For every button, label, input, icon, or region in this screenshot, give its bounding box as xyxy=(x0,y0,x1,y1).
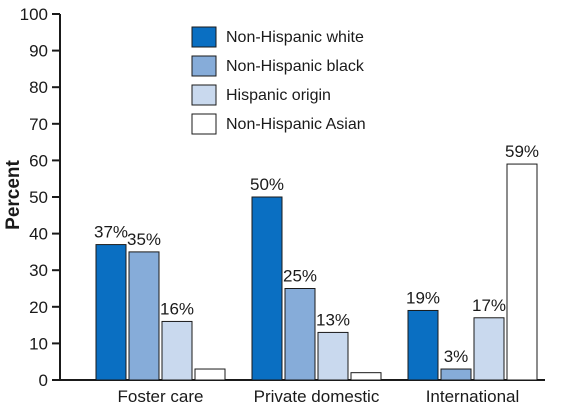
bar-international-non-hispanic-white xyxy=(407,309,439,381)
y-tick-label-80: 80 xyxy=(29,78,48,97)
data-label-private-domestic-non-hispanic-white: 50% xyxy=(250,175,284,194)
bar-foster-care-non-hispanic-asian xyxy=(194,368,226,381)
bar-foster-care-non-hispanic-white xyxy=(95,244,127,381)
y-tick-label-20: 20 xyxy=(29,298,48,317)
bar-international-non-hispanic-asian xyxy=(506,163,538,381)
bar-private-domestic-hispanic-origin xyxy=(317,331,349,381)
bar-international-hispanic-origin xyxy=(473,317,505,381)
y-tick-label-70: 70 xyxy=(29,115,48,134)
bar-foster-care-non-hispanic-black xyxy=(128,251,160,381)
legend-swatch-hispanic-origin xyxy=(191,84,217,106)
bar-private-domestic-non-hispanic-white xyxy=(251,196,283,381)
x-tick-label-private-domestic: Private domestic xyxy=(254,387,380,406)
y-tick-label-90: 90 xyxy=(29,42,48,61)
data-label-foster-care-non-hispanic-black: 35% xyxy=(127,230,161,249)
bar-international-non-hispanic-black xyxy=(440,368,472,381)
legend-label-non-hispanic-white: Non-Hispanic white xyxy=(226,29,364,46)
legend: Non-Hispanic white Non-Hispanic black Hisp… xyxy=(191,26,366,135)
data-label-international-hispanic-origin: 17% xyxy=(472,296,506,315)
legend-swatch-non-hispanic-white xyxy=(191,26,217,48)
data-label-private-domestic-non-hispanic-black: 25% xyxy=(283,267,317,286)
bar-foster-care-hispanic-origin xyxy=(161,320,193,381)
data-label-international-non-hispanic-white: 19% xyxy=(406,288,440,307)
y-tick-label-50: 50 xyxy=(29,188,48,207)
legend-label-hispanic-origin: Hispanic origin xyxy=(226,87,331,104)
y-axis: 0 10 20 30 40 50 60 70 80 90 100 xyxy=(20,5,61,390)
bar-private-domestic-non-hispanic-black xyxy=(284,288,316,381)
legend-swatch-non-hispanic-black xyxy=(191,55,217,77)
data-label-international-non-hispanic-asian: 59% xyxy=(505,142,539,161)
x-tick-label-foster-care: Foster care xyxy=(118,387,204,406)
y-axis-label: Percent xyxy=(3,159,24,229)
y-tick-label-100: 100 xyxy=(20,5,48,24)
data-labels: 37%35% 16% 50% 25% 13% 19% 3% 17% 59% xyxy=(94,142,539,366)
data-label-private-domestic-hispanic-origin: 13% xyxy=(316,310,350,329)
data-label-foster-care-non-hispanic-white: 37% xyxy=(94,223,128,242)
legend-label-non-hispanic-black: Non-Hispanic black xyxy=(226,58,365,75)
data-label-international-non-hispanic-black: 3% xyxy=(444,347,469,366)
y-tick-label-30: 30 xyxy=(29,261,48,280)
y-tick-label-40: 40 xyxy=(29,225,48,244)
x-axis: Foster care Private domestic International xyxy=(60,379,545,406)
legend-label-non-hispanic-asian: Non-Hispanic Asian xyxy=(226,116,366,133)
y-tick-label-60: 60 xyxy=(29,151,48,170)
bars xyxy=(95,163,538,381)
y-tick-label-0: 0 xyxy=(39,371,48,390)
y-tick-label-10: 10 xyxy=(29,334,48,353)
bar-private-domestic-non-hispanic-asian xyxy=(350,372,382,381)
x-tick-label-international: International xyxy=(426,387,520,406)
legend-swatch-non-hispanic-asian xyxy=(191,113,217,135)
data-label-foster-care-hispanic-origin: 16% xyxy=(160,299,194,318)
